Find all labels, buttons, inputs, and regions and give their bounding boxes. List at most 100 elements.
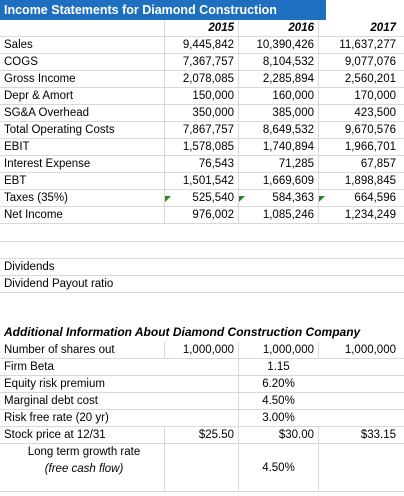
row-value[interactable]: 8,649,532 bbox=[238, 122, 318, 139]
income-row: Depr & Amort 150,000 160,000 170,000 bbox=[0, 88, 404, 105]
shares-2017[interactable]: 1,000,000 bbox=[318, 342, 400, 359]
row-value[interactable]: 9,670,576 bbox=[318, 122, 400, 139]
row-value[interactable]: 1,898,845 bbox=[318, 173, 400, 190]
row-label[interactable]: Gross Income bbox=[4, 73, 76, 85]
row-value[interactable]: 1,966,701 bbox=[318, 139, 400, 156]
row-value[interactable]: 1,085,246 bbox=[238, 207, 318, 224]
rf-label[interactable]: Risk free rate (20 yr) bbox=[4, 412, 109, 424]
row-value[interactable]: 7,867,757 bbox=[164, 122, 238, 139]
row-label[interactable]: Sales bbox=[4, 39, 33, 51]
price-label[interactable]: Stock price at 12/31 bbox=[4, 429, 106, 441]
income-row: EBT 1,501,542 1,669,609 1,898,845 bbox=[0, 173, 404, 190]
row-value[interactable]: 170,000 bbox=[318, 88, 400, 105]
price-2015[interactable]: $25.50 bbox=[164, 427, 238, 444]
row-value[interactable]: 2,285,894 bbox=[238, 71, 318, 88]
row-value[interactable]: 2,560,201 bbox=[318, 71, 400, 88]
income-row: Interest Expense 76,543 71,285 67,857 bbox=[0, 156, 404, 173]
row-value[interactable]: 67,857 bbox=[318, 156, 400, 173]
row-label[interactable]: COGS bbox=[4, 56, 38, 68]
row-label[interactable]: SG&A Overhead bbox=[4, 107, 90, 119]
row-value[interactable]: 71,285 bbox=[238, 156, 318, 173]
row-value[interactable]: 385,000 bbox=[238, 105, 318, 122]
price-2017[interactable]: $33.15 bbox=[318, 427, 400, 444]
income-row: COGS 7,367,757 8,104,532 9,077,076 bbox=[0, 54, 404, 71]
shares-2016[interactable]: 1,000,000 bbox=[238, 342, 318, 359]
additional-info-title[interactable]: Additional Information About Diamond Con… bbox=[4, 325, 361, 339]
income-row: EBIT 1,578,085 1,740,894 1,966,701 bbox=[0, 139, 404, 156]
cell-marker-icon bbox=[319, 196, 325, 202]
debt-value[interactable]: 4.50% bbox=[238, 393, 318, 410]
year-2016[interactable]: 2016 bbox=[238, 20, 318, 37]
row-value[interactable]: 7,367,757 bbox=[164, 54, 238, 71]
row-value[interactable]: 8,104,532 bbox=[238, 54, 318, 71]
sheet-title[interactable]: Income Statements for Diamond Constructi… bbox=[0, 0, 326, 37]
debt-label[interactable]: Marginal debt cost bbox=[4, 395, 98, 407]
row-value[interactable]: 1,501,542 bbox=[164, 173, 238, 190]
rf-value[interactable]: 3.00% bbox=[238, 410, 318, 427]
row-value[interactable]: 350,000 bbox=[164, 105, 238, 122]
row-value[interactable]: 1,740,894 bbox=[238, 139, 318, 156]
income-row: Sales 9,445,842 10,390,426 11,637,277 bbox=[0, 37, 404, 54]
growth-label: Long term growth rate bbox=[27, 446, 141, 458]
row-value[interactable]: 1,234,249 bbox=[318, 207, 400, 224]
year-2017[interactable]: 2017 bbox=[318, 20, 400, 37]
row-value[interactable]: 9,077,076 bbox=[318, 54, 400, 71]
erp-label[interactable]: Equity risk premium bbox=[4, 378, 105, 390]
debt-row: Marginal debt cost 4.50% bbox=[0, 393, 404, 410]
row-label[interactable]: Depr & Amort bbox=[4, 90, 74, 102]
growth-row: Long term growth rate (free cash flow) 4… bbox=[0, 444, 404, 492]
beta-row: Firm Beta 1.15 bbox=[0, 359, 404, 376]
row-value[interactable]: 525,540 bbox=[164, 190, 238, 207]
row-value[interactable]: 1,669,609 bbox=[238, 173, 318, 190]
growth-label-cell[interactable]: Long term growth rate (free cash flow) bbox=[4, 444, 164, 492]
row-label[interactable]: EBIT bbox=[4, 141, 30, 153]
row-value[interactable]: 11,637,277 bbox=[318, 37, 400, 54]
payout-row: Dividend Payout ratio bbox=[0, 276, 404, 293]
row-label[interactable]: Interest Expense bbox=[4, 158, 91, 170]
row-label[interactable]: Total Operating Costs bbox=[4, 124, 115, 136]
spacer-row[interactable] bbox=[0, 225, 404, 242]
header-blank-cell[interactable] bbox=[4, 20, 164, 37]
cell-marker-icon bbox=[239, 196, 245, 202]
row-value[interactable]: 584,363 bbox=[238, 190, 318, 207]
growth-value[interactable]: 4.50% bbox=[238, 444, 318, 492]
cell-marker-icon bbox=[165, 196, 171, 202]
payout-label[interactable]: Dividend Payout ratio bbox=[4, 278, 114, 290]
row-label[interactable]: Taxes (35%) bbox=[4, 192, 68, 204]
beta-label[interactable]: Firm Beta bbox=[4, 361, 54, 373]
dividends-label[interactable]: Dividends bbox=[4, 261, 55, 273]
income-row: SG&A Overhead 350,000 385,000 423,500 bbox=[0, 105, 404, 122]
row-value[interactable]: 76,543 bbox=[164, 156, 238, 173]
row-value[interactable]: 150,000 bbox=[164, 88, 238, 105]
row-value[interactable]: 1,578,085 bbox=[164, 139, 238, 156]
rf-row: Risk free rate (20 yr) 3.00% bbox=[0, 410, 404, 427]
year-header-row: 2015 2016 2017 bbox=[0, 20, 404, 37]
row-value[interactable]: 160,000 bbox=[238, 88, 318, 105]
erp-row: Equity risk premium 6.20% bbox=[0, 376, 404, 393]
price-row: Stock price at 12/31 $25.50 $30.00 $33.1… bbox=[0, 427, 404, 444]
income-row: Taxes (35%) 525,540 584,363 664,596 bbox=[0, 190, 404, 207]
dividends-row: Dividends bbox=[0, 259, 404, 276]
row-value[interactable]: 10,390,426 bbox=[238, 37, 318, 54]
shares-row: Number of shares out 1,000,000 1,000,000… bbox=[0, 342, 404, 359]
shares-label[interactable]: Number of shares out bbox=[4, 344, 115, 356]
spacer-row[interactable] bbox=[0, 242, 404, 259]
row-value[interactable]: 2,078,085 bbox=[164, 71, 238, 88]
row-value[interactable]: 976,002 bbox=[164, 207, 238, 224]
year-2015[interactable]: 2015 bbox=[164, 20, 238, 37]
row-label[interactable]: Net Income bbox=[4, 209, 63, 221]
growth-2015[interactable] bbox=[164, 444, 238, 492]
row-value[interactable]: 423,500 bbox=[318, 105, 400, 122]
row-value[interactable]: 9,445,842 bbox=[164, 37, 238, 54]
row-value[interactable]: 664,596 bbox=[318, 190, 400, 207]
price-2016[interactable]: $30.00 bbox=[238, 427, 318, 444]
row-label[interactable]: EBT bbox=[4, 175, 27, 187]
shares-2015[interactable]: 1,000,000 bbox=[164, 342, 238, 359]
growth-sublabel: (free cash flow) bbox=[44, 463, 124, 475]
erp-value[interactable]: 6.20% bbox=[238, 376, 318, 393]
beta-value[interactable]: 1.15 bbox=[238, 359, 318, 376]
income-row: Total Operating Costs 7,867,757 8,649,532 9… bbox=[0, 122, 404, 139]
income-row: Gross Income 2,078,085 2,285,894 2,560,201 bbox=[0, 71, 404, 88]
growth-2017[interactable] bbox=[318, 444, 400, 492]
